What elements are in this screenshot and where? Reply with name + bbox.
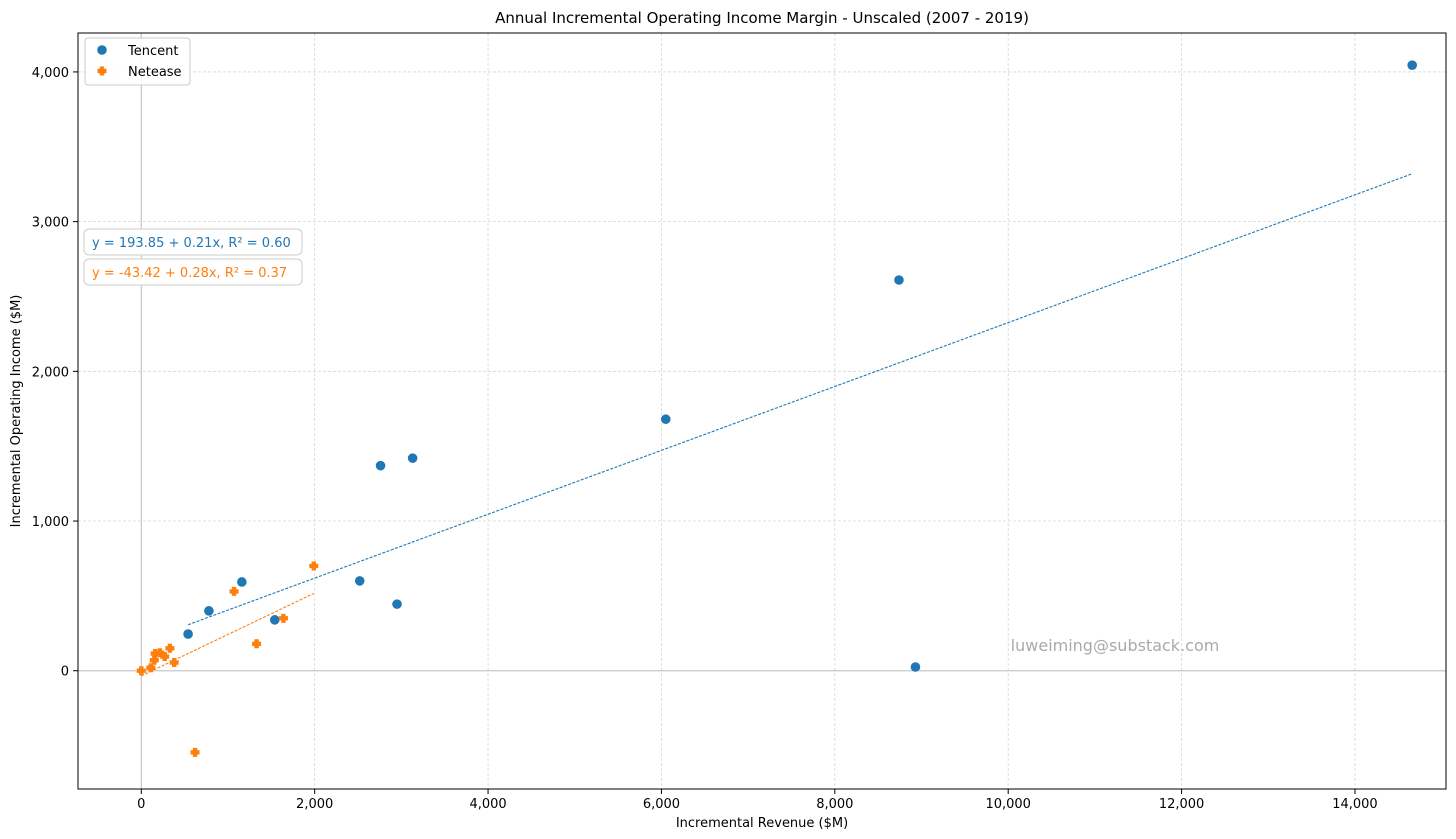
legend: Tencent Netease: [84, 37, 191, 86]
netease-point: [146, 663, 156, 673]
tencent-point: [392, 599, 402, 609]
x-tick-label: 4,000: [469, 797, 506, 812]
y-tick-label: 3,000: [32, 216, 69, 231]
equation-label-tencent: y = 193.85 + 0.21x, R² = 0.60: [92, 236, 291, 251]
x-tick-label: 2,000: [296, 797, 333, 812]
netease-point: [165, 643, 175, 653]
legend-label-tencent: Tencent: [127, 44, 178, 59]
netease-point: [136, 666, 146, 676]
netease-point: [149, 655, 159, 665]
data-points: [136, 60, 1417, 757]
legend-box: [84, 37, 191, 86]
netease-point: [160, 652, 170, 662]
trendline-equations: y = 193.85 + 0.21x, R² = 0.60 y = -43.42 …: [83, 228, 303, 286]
tencent-point: [894, 275, 904, 285]
y-axis-label: Incremental Operating Income ($M): [9, 295, 24, 528]
chart-title: Annual Incremental Operating Income Marg…: [495, 9, 1029, 27]
x-tick-label: 6,000: [643, 797, 680, 812]
plot-frame: [77, 32, 1447, 790]
tencent-point: [237, 577, 247, 587]
x-axis-ticks: 0 2,000 4,000 6,000 8,000 10,000 12,000 14,000: [137, 789, 1378, 812]
tencent-point: [375, 460, 386, 471]
y-tick-label: 0: [61, 665, 69, 680]
tencent-point: [204, 606, 214, 616]
x-tick-label: 14,000: [1332, 797, 1378, 812]
x-tick-label: 8,000: [816, 797, 853, 812]
y-axis-ticks: 0 1,000 2,000 3,000 4,000: [32, 66, 78, 680]
netease-point: [190, 747, 200, 757]
equation-box-netease: [83, 258, 303, 286]
netease-point: [155, 648, 165, 658]
x-axis-label: Incremental Revenue ($M): [676, 816, 848, 831]
watermark-text: luweiming@substack.com: [1011, 636, 1220, 655]
tencent-point: [660, 414, 671, 425]
equation-box-tencent: [83, 228, 303, 256]
y-tick-label: 1,000: [32, 515, 69, 530]
equation-label-netease: y = -43.42 + 0.28x, R² = 0.37: [92, 266, 287, 281]
netease-point: [278, 613, 288, 623]
trendline-tencent: [187, 173, 1413, 626]
zero-lines: [78, 33, 1446, 789]
legend-marker-netease: [97, 66, 107, 76]
tencent-point: [407, 453, 418, 463]
netease-point: [169, 658, 179, 668]
tencent-point: [354, 576, 365, 586]
netease-point: [309, 561, 319, 571]
netease-point: [229, 586, 239, 596]
tencent-point: [1407, 60, 1417, 70]
tencent-point: [269, 615, 280, 625]
legend-marker-tencent: [97, 45, 107, 55]
legend-label-netease: Netease: [128, 65, 182, 80]
x-tick-label: 12,000: [1159, 797, 1205, 812]
y-tick-label: 4,000: [32, 66, 69, 81]
netease-point: [150, 649, 160, 659]
x-tick-label: 10,000: [985, 797, 1031, 812]
y-tick-label: 2,000: [32, 365, 69, 380]
tencent-point: [910, 662, 921, 672]
tencent-point: [183, 629, 193, 639]
x-tick-label: 0: [137, 797, 145, 812]
netease-point: [252, 639, 262, 649]
